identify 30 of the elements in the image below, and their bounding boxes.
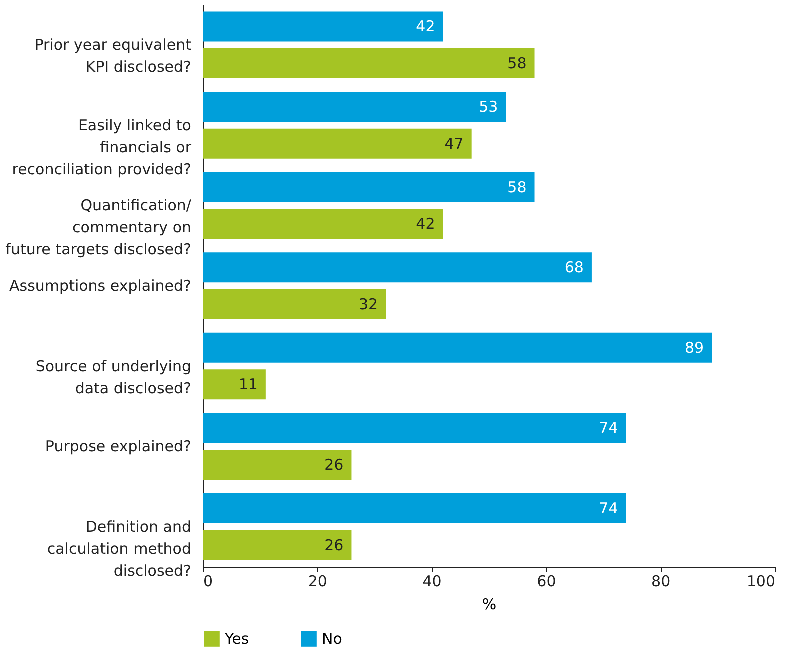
data-label: 26 (324, 536, 344, 554)
data-label: 58 (508, 54, 527, 73)
data-label: 32 (358, 295, 378, 314)
y-tick-label: Prior year equivalent KPI disclosed? (34, 36, 192, 76)
y-tick-label: Source of underlying data disclosed? (36, 357, 192, 398)
x-axis-title: % (482, 596, 497, 614)
data-label: 47 (444, 134, 464, 153)
y-tick-label: Assumptions explained? (10, 277, 192, 295)
data-label: 74 (599, 419, 618, 438)
x-tick-label: 80 (652, 572, 671, 590)
data-label: 58 (508, 178, 527, 196)
x-tick-label: 40 (422, 572, 442, 590)
y-tick-label: Purpose explained? (45, 438, 192, 456)
x-tick-label: 20 (308, 572, 328, 590)
data-label: 42 (416, 215, 436, 234)
y-tick-label: Definition and calculation method disclosed? (47, 518, 192, 580)
data-label: 42 (416, 18, 436, 36)
data-label: 68 (564, 258, 584, 277)
data-label: 11 (238, 376, 258, 394)
x-tick-label: 100 (746, 572, 776, 590)
data-label: 89 (684, 338, 704, 357)
y-tick-label: Quantification/ commentary on future targets disclosed? (6, 196, 192, 259)
data-label: 53 (479, 98, 498, 116)
legend-label: No (322, 630, 342, 648)
y-tick-label: Easily linked to financials or reconciliation provided? (12, 116, 192, 178)
x-tick-label: 0 (204, 572, 214, 590)
data-label: 26 (324, 456, 344, 474)
x-tick-label: 60 (537, 572, 556, 590)
data-label: 74 (599, 499, 618, 518)
legend-label: Yes (224, 630, 250, 648)
